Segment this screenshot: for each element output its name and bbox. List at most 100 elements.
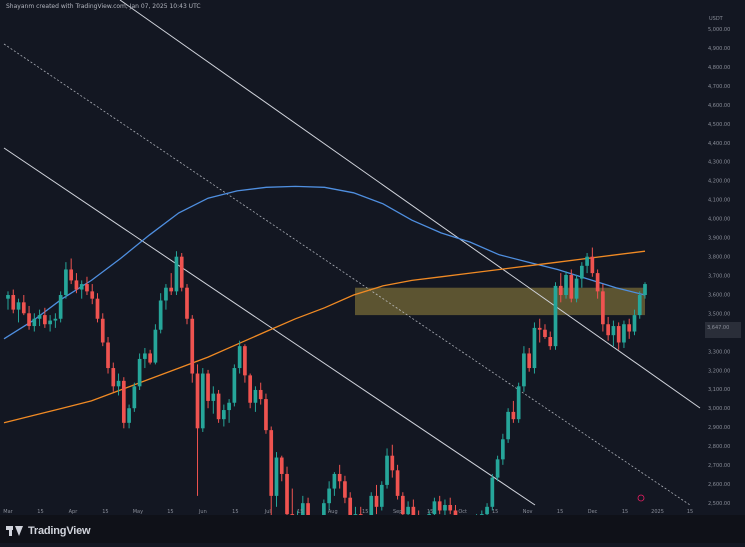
candle-body [448, 505, 453, 511]
candle [216, 389, 221, 423]
candle [527, 347, 532, 372]
brand-name: TradingView [28, 525, 91, 537]
candle [185, 284, 189, 325]
candle [11, 289, 16, 314]
candle [169, 273, 174, 296]
candle [74, 273, 79, 294]
candle [279, 455, 284, 482]
candle-body [374, 495, 379, 507]
candle [490, 473, 495, 511]
candle-body [153, 329, 158, 363]
candle-body [495, 459, 500, 478]
price-tick-label: 2,900.00 [708, 425, 730, 431]
time-tick-label: May [133, 509, 143, 515]
price-tick-label: 4,900.00 [708, 46, 730, 52]
candle-body [100, 318, 105, 343]
candle [595, 269, 600, 299]
candle [179, 253, 184, 292]
candle-body [158, 300, 163, 330]
candle [569, 269, 574, 303]
candle-body [558, 285, 563, 296]
candle-body [90, 291, 95, 299]
candle-body [379, 484, 384, 507]
time-tick-label: 15 [687, 509, 693, 515]
moving-average-line-2 [3, 250, 646, 424]
candle-body [190, 318, 195, 374]
candle [153, 324, 158, 365]
time-tick-label: 15 [37, 509, 43, 515]
candle-body [300, 503, 305, 522]
candle [253, 386, 258, 412]
candle [590, 247, 595, 277]
price-tick-label: 3,000.00 [708, 406, 730, 412]
candle [511, 400, 516, 423]
candle-body [43, 315, 47, 325]
candle [643, 282, 647, 299]
candle-body [227, 402, 231, 411]
candle [100, 313, 105, 347]
candle-body [369, 495, 374, 520]
price-tick-label: 3,800.00 [708, 255, 730, 261]
candle-body [85, 284, 89, 292]
candle [400, 492, 405, 518]
price-tick-label: 3,200.00 [708, 368, 730, 374]
price-axis-background [704, 0, 745, 515]
candle [27, 305, 31, 330]
candle [90, 284, 95, 305]
candle [327, 481, 331, 511]
candle [243, 344, 247, 383]
candle-body [306, 503, 310, 524]
candle-body [627, 324, 632, 332]
candle-body [595, 273, 600, 292]
price-tick-label: 2,700.00 [708, 463, 730, 469]
time-axis: Mar 15 Apr 15 May 15 Jun 15 Jul 15 Aug 15 Sep 15 Oct 15… [3, 494, 693, 515]
candle [637, 291, 642, 319]
candle [343, 475, 347, 504]
candle [269, 426, 274, 529]
time-tick-label: 2025 [651, 509, 664, 515]
candle [69, 258, 74, 285]
candle-body [16, 302, 21, 310]
candle [385, 448, 389, 489]
candle-body [127, 408, 131, 423]
candle [43, 307, 47, 328]
tradingview-logo[interactable]: TradingView [6, 525, 91, 537]
candle [616, 322, 621, 350]
candle-body [53, 318, 58, 321]
candle [211, 386, 216, 414]
time-tick-label: 15 [427, 509, 433, 515]
candle-body [264, 399, 268, 431]
channel-lower-line [3, 147, 536, 506]
candle-body [606, 324, 610, 336]
candle [516, 382, 521, 423]
candle-body [237, 346, 242, 369]
time-tick-label: 15 [362, 509, 368, 515]
price-tick-label: 4,600.00 [708, 103, 730, 109]
candle [585, 253, 589, 274]
channel-upper-line [119, 0, 701, 409]
candle [85, 276, 89, 296]
candle [532, 322, 537, 374]
candle [222, 404, 226, 427]
candle-body [501, 439, 505, 460]
candle [64, 262, 68, 299]
candle-body [332, 473, 337, 489]
candle-body [437, 501, 442, 511]
candle [258, 382, 263, 405]
candle [248, 373, 253, 409]
candle-body [543, 329, 547, 338]
price-tick-label: 3,500.00 [708, 311, 730, 317]
candle-body [611, 326, 616, 336]
candle-body [532, 327, 537, 369]
candle [548, 331, 553, 350]
tradingview-logo-icon [6, 526, 24, 536]
candle [495, 455, 500, 482]
candle [274, 452, 279, 507]
time-tick-label: Nov [523, 509, 533, 515]
candle-body [185, 287, 189, 319]
price-tick-label: 4,500.00 [708, 122, 730, 128]
candle-body [490, 477, 495, 507]
price-tick-label: 3,100.00 [708, 387, 730, 393]
